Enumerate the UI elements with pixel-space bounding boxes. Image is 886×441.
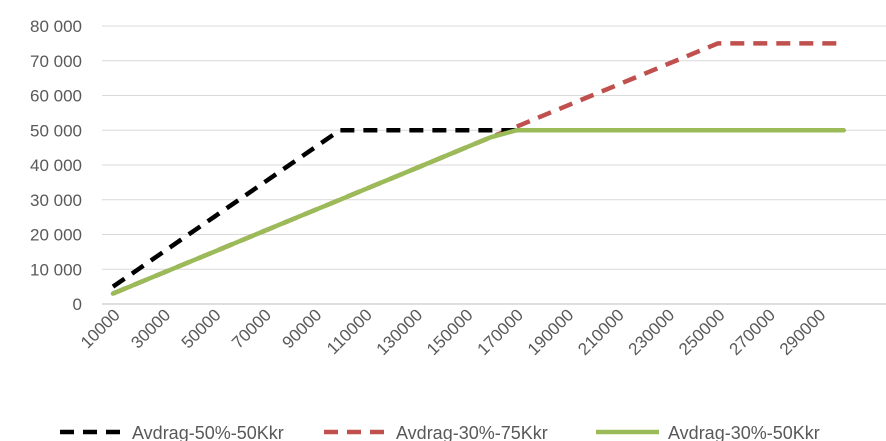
gridlines (102, 25, 886, 305)
x-tick-label: 50000 (178, 305, 225, 352)
y-tick-label: 40 000 (30, 156, 82, 175)
x-tick-label: 250000 (675, 305, 729, 359)
y-axis-tick-labels: 0 10 000 20 000 30 000 40 000 50 000 60 000 70 … (30, 17, 82, 314)
x-tick-label: 110000 (323, 305, 376, 358)
x-axis-tick-labels: 10000 30000 50000 70000 90000110000130000150… (77, 305, 829, 359)
x-tick-label: 210000 (574, 305, 628, 359)
x-tick-label: 10000 (77, 305, 124, 352)
x-tick-label: 150000 (423, 305, 477, 359)
x-tick-label: 70000 (228, 305, 275, 352)
x-tick-label: 170000 (473, 305, 527, 359)
x-tick-label: 130000 (373, 305, 427, 359)
legend: Avdrag-50%-50Kkr Avdrag-30%-75Kkr Avdrag-3… (60, 423, 820, 441)
y-tick-label: 80 000 (30, 17, 82, 36)
y-tick-label: 60 000 (30, 87, 82, 106)
series-line-avdrag-30-50kkr (110, 128, 847, 296)
series-line-avdrag-50-50kkr (111, 128, 844, 289)
x-tick-label: 90000 (279, 305, 326, 352)
y-tick-label: 0 (73, 295, 82, 314)
x-tick-label: 290000 (776, 305, 830, 359)
series-lines (110, 41, 847, 296)
x-tick-label: 270000 (725, 305, 779, 359)
y-tick-label: 30 000 (30, 191, 82, 210)
legend-label: Avdrag-30%-75Kkr (396, 423, 548, 441)
series-line-avdrag-30-75kkr (112, 41, 844, 296)
y-tick-label: 20 000 (30, 226, 82, 245)
x-tick-label: 230000 (625, 305, 679, 359)
x-tick-label: 30000 (127, 305, 174, 352)
x-tick-label: 190000 (524, 305, 578, 359)
y-tick-label: 10 000 (30, 260, 82, 279)
y-tick-label: 70 000 (30, 52, 82, 71)
legend-label: Avdrag-50%-50Kkr (132, 423, 284, 441)
legend-label: Avdrag-30%-50Kkr (668, 423, 820, 441)
y-tick-label: 50 000 (30, 121, 82, 140)
